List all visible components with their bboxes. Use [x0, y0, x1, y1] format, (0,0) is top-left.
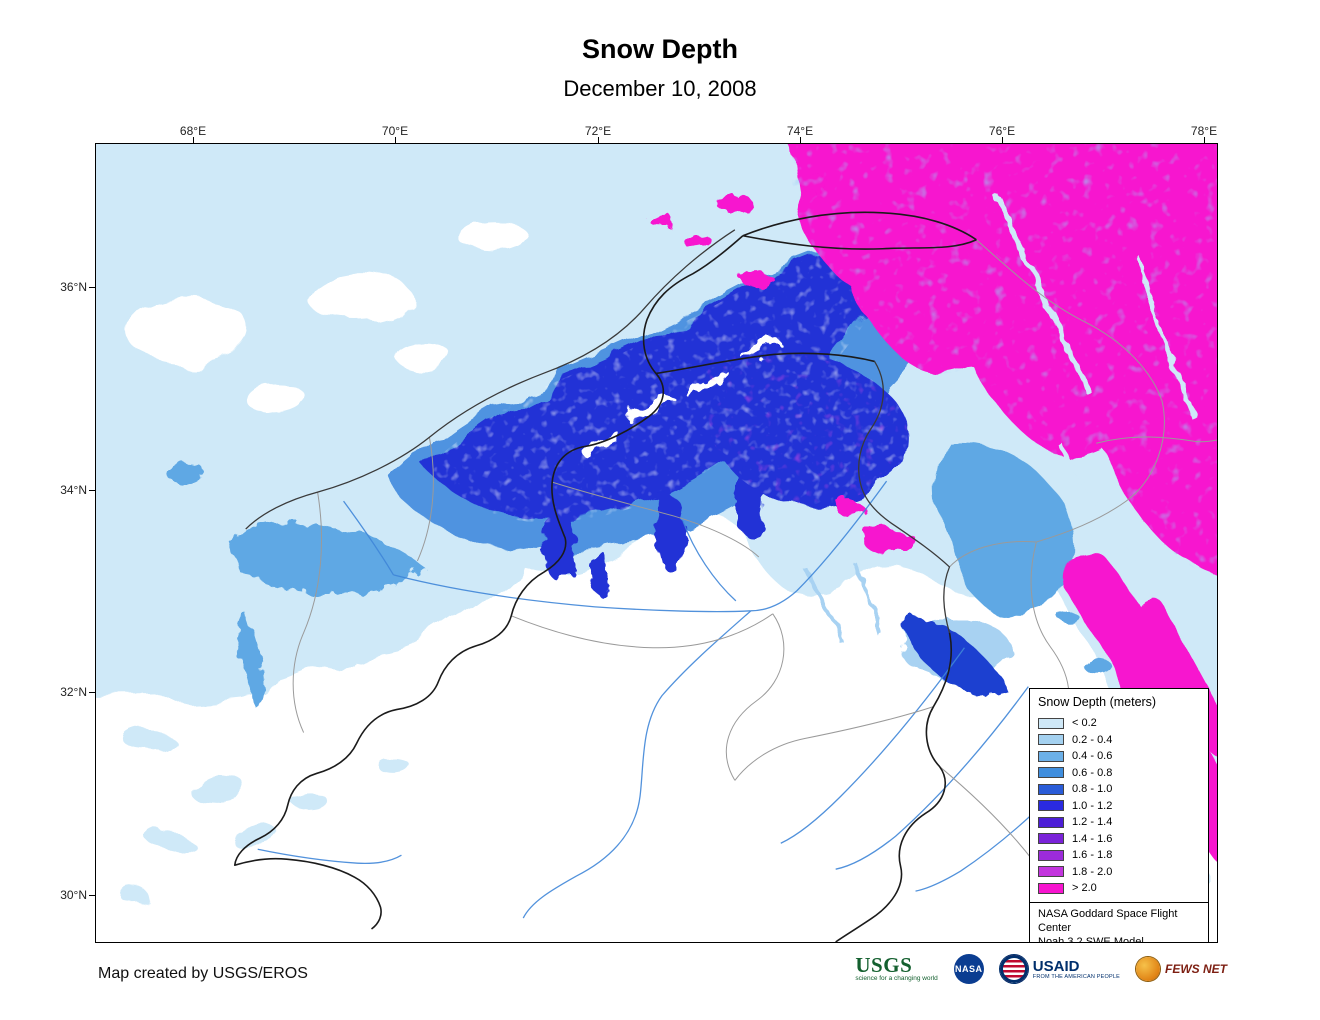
legend-swatch [1038, 800, 1064, 812]
usaid-logo: USAID FROM THE AMERICAN PEOPLE [999, 955, 1120, 983]
west-ridges-layer [165, 463, 426, 708]
legend-row: 0.6 - 0.8 [1038, 765, 1200, 782]
usgs-logo-text: USGS [855, 952, 913, 977]
lat-tick [89, 287, 95, 288]
legend-class-label: 0.8 - 1.0 [1072, 783, 1113, 796]
legend-class-label: < 0.2 [1072, 717, 1097, 730]
loc-borders-layer [245, 229, 951, 633]
nasa-logo: NASA [953, 954, 984, 984]
legend-swatch [1038, 833, 1064, 845]
legend-row: 1.6 - 1.8 [1038, 847, 1200, 864]
legend-swatch [1038, 750, 1064, 762]
lon-tick [598, 137, 599, 143]
fews-net-logo: FEWS NET [1136, 957, 1227, 981]
logo-row: USGS science for a changing world NASA U… [855, 954, 1227, 984]
legend-row: 1.8 - 2.0 [1038, 864, 1200, 881]
legend-class-label: 1.6 - 1.8 [1072, 849, 1113, 862]
legend-row: 1.4 - 1.6 [1038, 831, 1200, 848]
map-credit: Map created by USGS/EROS [98, 965, 308, 982]
usaid-emblem-icon [999, 955, 1028, 983]
lat-tick [89, 895, 95, 896]
fews-net-logo-text: FEWS NET [1165, 962, 1227, 976]
lon-tick [800, 137, 801, 143]
page-title: Snow Depth [582, 34, 738, 64]
magenta-valley-streaks [992, 192, 1197, 565]
legend-swatch [1038, 849, 1064, 861]
map-container: 68°E 70°E 72°E 74°E 76°E 78°E 36°N 34°N … [60, 124, 1218, 943]
lon-label: 70°E [381, 124, 409, 138]
nasa-meatball-icon: NASA [953, 954, 984, 984]
legend-class-label: 0.6 - 0.8 [1072, 766, 1113, 779]
lon-label: 68°E [179, 124, 207, 138]
legend-swatch [1038, 866, 1064, 878]
page-subtitle: December 10, 2008 [563, 76, 757, 101]
lon-tick [193, 137, 194, 143]
lon-label: 72°E [584, 124, 612, 138]
legend-row: 0.4 - 0.6 [1038, 748, 1200, 765]
legend-class-label: 1.8 - 2.0 [1072, 865, 1113, 878]
legend-source-line1: NASA Goddard Space Flight Center [1038, 907, 1178, 934]
lat-label: 30°N [60, 888, 87, 902]
legend-source-line2: Noah 3.2 SWE Model. [1038, 936, 1147, 943]
legend-class-label: > 2.0 [1072, 882, 1097, 895]
lon-tick [1002, 137, 1003, 143]
legend-class-label: 1.4 - 1.6 [1072, 832, 1113, 845]
legend-title: Snow Depth (meters) [1038, 695, 1157, 709]
lon-label: 78°E [1190, 124, 1218, 138]
legend-row: 1.2 - 1.4 [1038, 814, 1200, 831]
legend-swatch [1038, 783, 1064, 795]
lat-label: 36°N [60, 280, 87, 294]
lat-label: 34°N [60, 483, 87, 497]
lat-tick [89, 490, 95, 491]
usgs-logo-tagline: science for a changing world [855, 975, 938, 983]
legend-class-label: 1.2 - 1.4 [1072, 816, 1113, 829]
usgs-logo: USGS science for a changing world [855, 952, 938, 983]
globe-icon [1136, 957, 1160, 981]
legend-swatch [1038, 882, 1064, 894]
magenta-blue-texture [787, 144, 1217, 580]
map-frame: Snow Depth (meters) < 0.2 0.2 - 0.4 0.4 … [95, 143, 1218, 943]
legend-class-label: 1.0 - 1.2 [1072, 799, 1113, 812]
isolated-deep-patch [798, 561, 1010, 696]
legend-source-note: NASA Goddard Space Flight Center Noah 3.… [1030, 901, 1208, 943]
legend-swatch [1038, 717, 1064, 729]
band-magenta-texture [705, 351, 908, 505]
bare-ground-patches [128, 222, 531, 415]
lon-label: 76°E [988, 124, 1016, 138]
legend-row: 1.0 - 1.2 [1038, 798, 1200, 815]
lon-tick [1204, 137, 1205, 143]
legend-class-label: 0.4 - 0.6 [1072, 750, 1113, 763]
legend-row: 0.8 - 1.0 [1038, 781, 1200, 798]
lat-label: 32°N [60, 685, 87, 699]
deepest-snow-specks [648, 175, 916, 555]
country-borders-layer [233, 211, 977, 942]
usaid-logo-tagline: FROM THE AMERICAN PEOPLE [1032, 973, 1120, 980]
legend-row: > 2.0 [1038, 880, 1200, 897]
legend-swatch [1038, 816, 1064, 828]
usaid-logo-text: USAID [1032, 957, 1080, 975]
lon-tick [395, 137, 396, 143]
lat-tick [89, 692, 95, 693]
legend-row: < 0.2 [1038, 715, 1200, 732]
lon-label: 74°E [786, 124, 814, 138]
legend-class-label: 0.2 - 0.4 [1072, 733, 1113, 746]
legend-swatch [1038, 767, 1064, 779]
legend-row: 0.2 - 0.4 [1038, 732, 1200, 749]
legend: Snow Depth (meters) < 0.2 0.2 - 0.4 0.4 … [1029, 688, 1209, 943]
legend-swatch [1038, 734, 1064, 746]
